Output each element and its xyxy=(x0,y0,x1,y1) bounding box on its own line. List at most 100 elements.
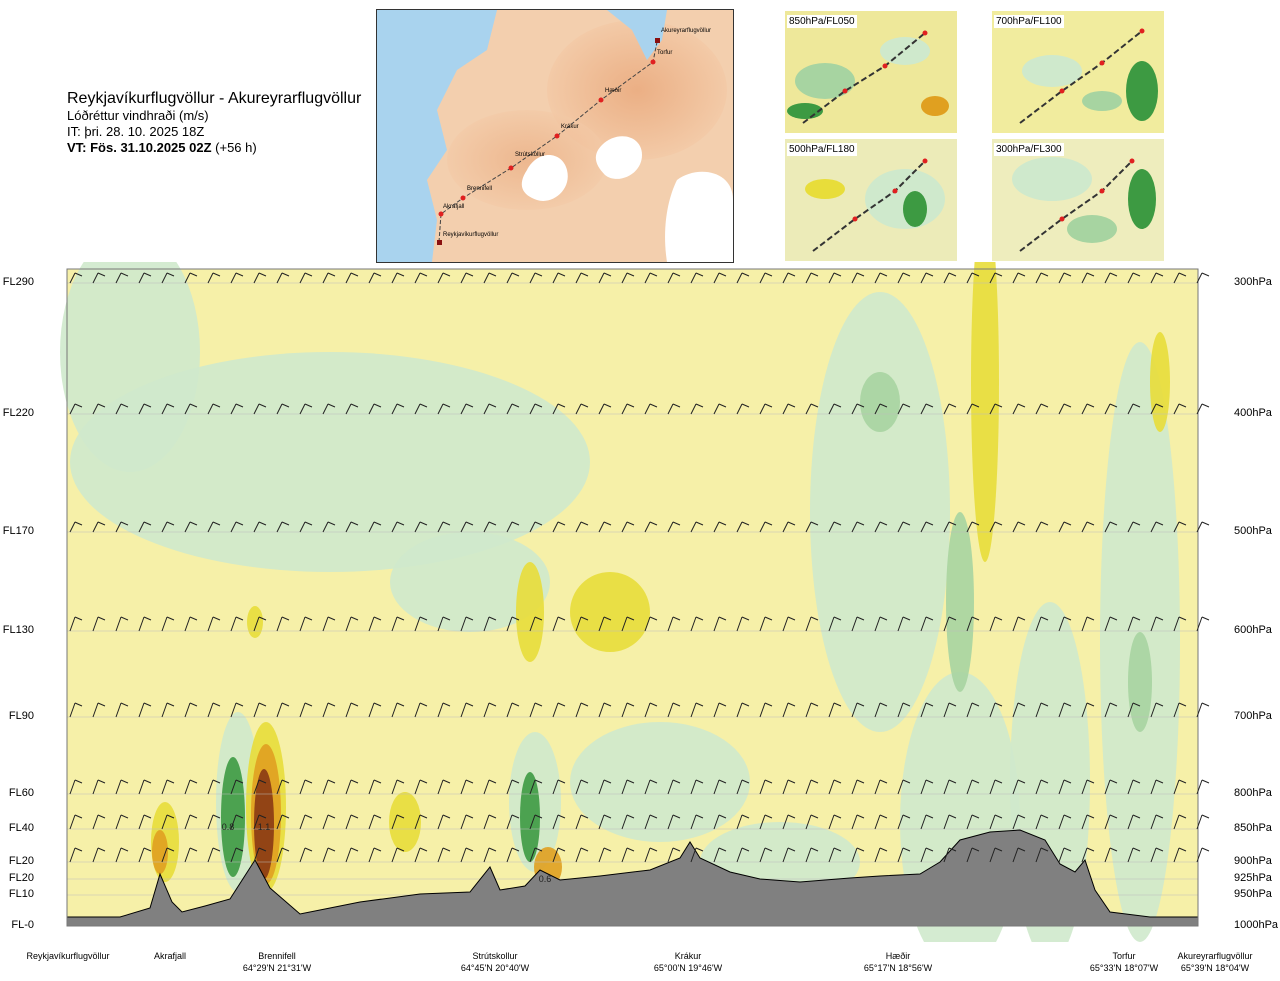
wind-barb xyxy=(391,272,405,284)
map-label-strutskollur: Strútskollur xyxy=(515,152,546,158)
location-coord: 64°29'N 21°31'W xyxy=(242,963,312,973)
route-title: Reykjavíkurflugvöllur - Akureyrarflugvöl… xyxy=(67,90,362,107)
wind-barb xyxy=(460,616,474,632)
wind-barb xyxy=(322,272,336,284)
wind-barb xyxy=(506,403,520,415)
pressure-tick-label: 300hPa xyxy=(1234,276,1272,288)
thumbnail-300hpa[interactable]: 300hPa/FL300 xyxy=(992,139,1164,261)
max-value-label-0: 0.8 xyxy=(222,822,235,832)
wind-barb xyxy=(644,702,658,718)
wind-barb xyxy=(276,272,290,284)
wind-barb xyxy=(782,814,796,830)
wind-barb xyxy=(69,521,83,533)
wind-barb xyxy=(184,272,198,284)
wind-barb xyxy=(345,847,359,863)
wind-barb xyxy=(552,702,566,718)
wind-barb xyxy=(253,779,267,795)
wind-barb xyxy=(1058,616,1072,632)
wind-barb xyxy=(529,702,543,718)
wind-barb xyxy=(1081,616,1095,632)
wind-barb xyxy=(207,847,221,863)
wind-barb xyxy=(92,272,106,284)
wind-barb xyxy=(1058,521,1072,533)
wind-barb xyxy=(1150,521,1164,533)
wind-barb xyxy=(391,616,405,632)
fl-tick-label: FL220 xyxy=(2,407,34,419)
wind-barb xyxy=(322,403,336,415)
thumbnail-700hpa[interactable]: 700hPa/FL100 xyxy=(992,11,1164,133)
wind-barb xyxy=(184,403,198,415)
wind-barb xyxy=(736,616,750,632)
wind-barb xyxy=(897,616,911,632)
wind-barb xyxy=(1127,847,1141,863)
wind-barb xyxy=(897,814,911,830)
wind-barb xyxy=(161,521,175,533)
wind-barb xyxy=(1058,847,1072,863)
wind-barb xyxy=(989,403,1003,415)
wind-barb xyxy=(1104,272,1118,284)
wind-barb xyxy=(782,702,796,718)
fl-tick-label: FL170 xyxy=(2,525,34,537)
wind-barb xyxy=(230,702,244,718)
wind-barb xyxy=(736,702,750,718)
wind-barb xyxy=(736,521,750,533)
wind-barb xyxy=(69,403,83,415)
wind-barb xyxy=(966,272,980,284)
wind-barb xyxy=(1173,272,1187,284)
wind-barb xyxy=(1081,521,1095,533)
wind-barb xyxy=(92,814,106,830)
pressure-tick-label: 1000hPa xyxy=(1234,919,1279,931)
wind-barb xyxy=(713,616,727,632)
cross-section-chart: 0.8 1.1 0.6 FL290 FL220 FL170 FL130 FL90 FL60 FL… xyxy=(0,202,1280,973)
wind-barb xyxy=(161,403,175,415)
wind-barb xyxy=(414,814,428,830)
wind-barb xyxy=(460,272,474,284)
wind-barb xyxy=(920,272,934,284)
wind-barb xyxy=(874,702,888,718)
wind-barb xyxy=(1035,702,1049,718)
wind-barb xyxy=(92,521,106,533)
wind-barb xyxy=(920,847,934,863)
wind-barb xyxy=(322,616,336,632)
wind-barb xyxy=(667,616,681,632)
wind-barb xyxy=(115,814,129,830)
wind-barb xyxy=(621,521,635,533)
wind-barb xyxy=(736,847,750,863)
wind-barb xyxy=(368,272,382,284)
wind-barb xyxy=(667,814,681,830)
wind-barb xyxy=(391,521,405,533)
fl-tick-label: FL-0 xyxy=(11,919,34,931)
thumbnail-500hpa[interactable]: 500hPa/FL180 xyxy=(785,139,957,261)
wind-barb xyxy=(69,616,83,632)
wind-barb xyxy=(920,521,934,533)
wind-barb xyxy=(598,521,612,533)
wind-barb xyxy=(1058,702,1072,718)
wind-barb xyxy=(1196,616,1210,632)
wind-barb xyxy=(1104,814,1118,830)
wind-barb xyxy=(644,272,658,284)
fl-tick-label: FL10 xyxy=(8,888,34,900)
wind-barb xyxy=(437,814,451,830)
wind-barb xyxy=(1012,779,1026,795)
wind-barb xyxy=(115,272,129,284)
field-contour-14 xyxy=(570,572,650,652)
wind-barb xyxy=(230,272,244,284)
wind-barb xyxy=(989,847,1003,863)
wind-barb xyxy=(299,272,313,284)
wind-barb xyxy=(989,779,1003,795)
location-label: Hæðir 65°17'N 18°56'W xyxy=(848,950,948,974)
thumbnail-850hpa[interactable]: 850hPa/FL050 xyxy=(785,11,957,133)
wind-barb xyxy=(966,521,980,533)
wind-barb xyxy=(92,847,106,863)
wind-barb xyxy=(1081,702,1095,718)
wind-barb xyxy=(322,521,336,533)
wind-barb xyxy=(713,521,727,533)
map-label-akrafjall: Akrafjall xyxy=(443,204,465,210)
pressure-tick-label: 925hPa xyxy=(1234,872,1272,884)
wind-barb xyxy=(138,779,152,795)
location-name: Brennifell xyxy=(258,951,296,961)
wind-barb xyxy=(736,779,750,795)
wind-barb xyxy=(598,616,612,632)
wind-barb xyxy=(1173,702,1187,718)
wind-barb xyxy=(1127,779,1141,795)
